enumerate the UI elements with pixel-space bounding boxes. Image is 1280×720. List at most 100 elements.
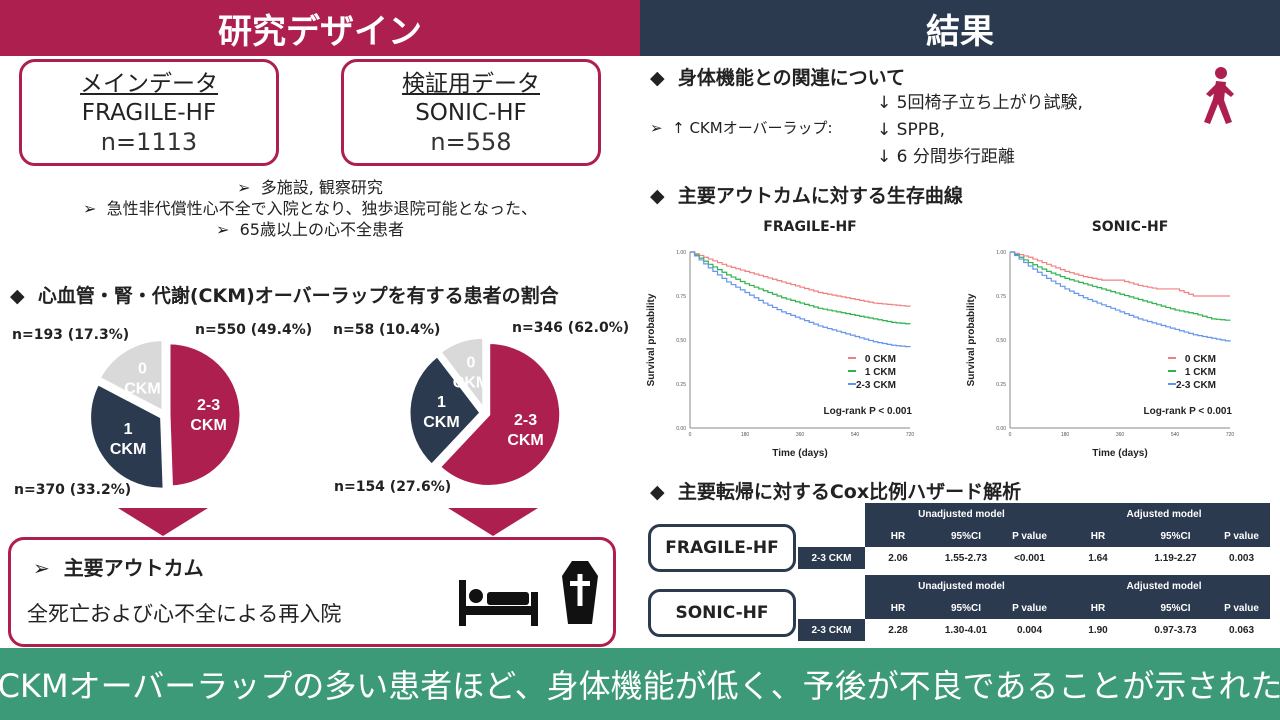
outcome-title: ➢ 主要アウトカム xyxy=(33,556,204,580)
col-header: 95%CI xyxy=(1138,525,1213,547)
table-cell: <0.001 xyxy=(1001,547,1058,569)
km-fragile-x-tick-label: 180 xyxy=(741,432,750,438)
km-sonic-chart: 0.00 0.25 0.50 0.75 1.00 0 180 360 540 720 Time (d… xyxy=(966,250,1235,459)
physical-function-title: ◆ 身体機能との関連について xyxy=(650,67,906,89)
km-sonic-y-tick-label: 0.00 xyxy=(996,426,1006,432)
km-fragile-y-axis-label: Survival probability xyxy=(646,293,657,386)
main-data-name: FRAGILE-HF xyxy=(81,100,217,126)
validation-data-box: 検証用データ SONIC-HF n=558 xyxy=(341,59,601,166)
row-label: 2-3 CKM xyxy=(798,547,865,569)
km-sonic-series-1-ckm xyxy=(1010,251,1231,321)
km-fragile-x-tick-label: 0 xyxy=(689,432,692,438)
ckm-proportion-title: ◆ 心血管・腎・代謝(CKM)オーバーラップを有する患者の割合 xyxy=(10,285,559,307)
table-cell: 2.28 xyxy=(865,619,931,641)
km-fragile-legend-label: 2-3 CKM xyxy=(856,380,896,391)
km-fragile-x-tick-label: 720 xyxy=(906,432,915,438)
table-cell: 0.063 xyxy=(1213,619,1270,641)
km-sonic-series-2-3-ckm xyxy=(1010,251,1231,342)
table-cell: 1.64 xyxy=(1058,547,1138,569)
km-fragile-legend-label: 0 CKM xyxy=(865,354,896,365)
inclusion-criteria: ➢ 多施設, 観察研究 ➢ 急性非代償性心不全で入院となり、独歩退院可能となった… xyxy=(0,177,620,240)
km-sonic-y-tick-label: 0.75 xyxy=(996,294,1006,300)
km-fragile-y-tick-label: 1.00 xyxy=(676,250,686,256)
fragile-cohort-label: FRAGILE-HF xyxy=(648,524,796,572)
table-cell: 1.19-2.27 xyxy=(1138,547,1213,569)
fragile-slice-label-ckm1: 1 CKM xyxy=(110,421,146,458)
col-header: P value xyxy=(1001,525,1058,547)
km-sonic-logrank-annotation: Log-rank P < 0.001 xyxy=(1144,406,1233,417)
fragile-slice-label-ckm23: 2-3 CKM xyxy=(190,397,226,434)
physical-item: ↓ 5回椅子立ち上がり試験, xyxy=(877,93,1083,113)
km-sonic-legend-label: 0 CKM xyxy=(1185,354,1216,365)
sonic-ckm23-label: n=346 (62.0%) xyxy=(512,320,630,336)
table-cell: 2.06 xyxy=(865,547,931,569)
km-fragile-x-axis-label: Time (days) xyxy=(772,448,827,459)
validation-data-count: n=558 xyxy=(430,128,512,156)
km-sonic-x-tick-label: 720 xyxy=(1226,432,1235,438)
km-sonic-x-tick-label: 540 xyxy=(1171,432,1180,438)
fragile-slice-ckm1 xyxy=(88,381,166,491)
sonic-slice-label-ckm1: 1 CKM xyxy=(423,394,459,431)
down-arrow-icon xyxy=(448,508,538,536)
km-sonic-legend-label: 1 CKM xyxy=(1185,367,1216,378)
sonic-ckm1-label: n=154 (27.6%) xyxy=(334,479,452,495)
sonic-cohort-label: SONIC-HF xyxy=(648,589,796,637)
physical-item: ↓ 6 分間歩行距離 xyxy=(877,147,1015,167)
fragile-slice-label-ckm0: 0 CKM xyxy=(124,361,160,398)
km-fragile-x-tick-label: 360 xyxy=(796,432,805,438)
unadjusted-header: Unadjusted model xyxy=(865,575,1058,597)
sonic-slice-label-ckm0: 0 CKM xyxy=(453,355,489,392)
fragile-pie-chart: 2-3 CKM 1 CKM 0 CKM xyxy=(88,338,243,491)
km-sonic-legend-label: 2-3 CKM xyxy=(1176,380,1216,391)
table-cell: 1.90 xyxy=(1058,619,1138,641)
adjusted-header: Adjusted model xyxy=(1058,575,1270,597)
km-sonic-x-tick-label: 360 xyxy=(1116,432,1125,438)
col-header: HR xyxy=(865,525,931,547)
km-fragile-chart: 0.00 0.25 0.50 0.75 1.00 0 180 360 540 720 Time (d… xyxy=(646,250,915,459)
validation-data-title: 検証用データ xyxy=(402,71,540,97)
col-header: HR xyxy=(1058,525,1138,547)
survival-curve-title: ◆ 主要アウトカムに対する生存曲線 xyxy=(650,185,963,207)
main-data-count: n=1113 xyxy=(100,128,198,156)
km-sonic-x-tick-label: 0 xyxy=(1009,432,1012,438)
fragile-ckm1-label: n=370 (33.2%) xyxy=(14,482,132,498)
criteria-item: ➢ 急性非代償性心不全で入院となり、独歩退院可能となった、 xyxy=(83,199,537,218)
km-sonic-x-tick-label: 180 xyxy=(1061,432,1070,438)
main-data-title: メインデータ xyxy=(80,71,218,97)
sonic-slice-ckm1 xyxy=(407,353,483,468)
coffin-icon xyxy=(562,561,598,624)
table-cell: 1.30-4.01 xyxy=(931,619,1001,641)
validation-data-name: SONIC-HF xyxy=(415,100,527,126)
sonic-slice-ckm23 xyxy=(437,340,563,488)
sonic-slice-ckm0 xyxy=(437,335,486,414)
row-label: 2-3 CKM xyxy=(798,619,865,641)
km-sonic-title: SONIC-HF xyxy=(1091,219,1169,235)
fragile-ckm23-label: n=550 (49.4%) xyxy=(195,322,313,338)
km-fragile-legend-label: 1 CKM xyxy=(865,367,896,378)
km-fragile-series-1-ckm xyxy=(690,251,911,325)
col-header: P value xyxy=(1213,597,1270,619)
table-cell: 0.003 xyxy=(1213,547,1270,569)
walking-person-icon xyxy=(1204,67,1234,124)
km-sonic-y-tick-label: 1.00 xyxy=(996,250,1006,256)
col-header: 95%CI xyxy=(1138,597,1213,619)
primary-outcome-box: ➢ 主要アウトカム 全死亡および心不全による再入院 xyxy=(8,537,616,647)
sonic-ckm0-label: n=58 (10.4%) xyxy=(333,322,441,338)
main-data-box: メインデータ FRAGILE-HF n=1113 xyxy=(19,59,279,166)
hospital-bed-icon xyxy=(459,580,538,626)
km-fragile-y-tick-label: 0.50 xyxy=(676,338,686,344)
down-arrow-icon xyxy=(118,508,208,536)
fragile-slice-ckm0 xyxy=(97,338,165,415)
km-sonic-y-axis-label: Survival probability xyxy=(966,293,977,386)
table-cell: 1.55-2.73 xyxy=(931,547,1001,569)
cox-analysis-title: ◆ 主要転帰に対するCox比例ハザード解析 xyxy=(650,481,1022,503)
col-header: 95%CI xyxy=(931,525,1001,547)
study-design-header: 研究デザイン xyxy=(0,0,640,56)
sonic-cox-table: Unadjusted model Adjusted model HR 95%CI … xyxy=(798,575,1270,641)
km-sonic-x-axis-label: Time (days) xyxy=(1092,448,1147,459)
col-header: P value xyxy=(1213,525,1270,547)
km-fragile-logrank-annotation: Log-rank P < 0.001 xyxy=(824,406,913,417)
outcome-text: 全死亡および心不全による再入院 xyxy=(27,602,342,626)
km-fragile-series-0-ckm xyxy=(690,251,911,307)
col-header: 95%CI xyxy=(931,597,1001,619)
